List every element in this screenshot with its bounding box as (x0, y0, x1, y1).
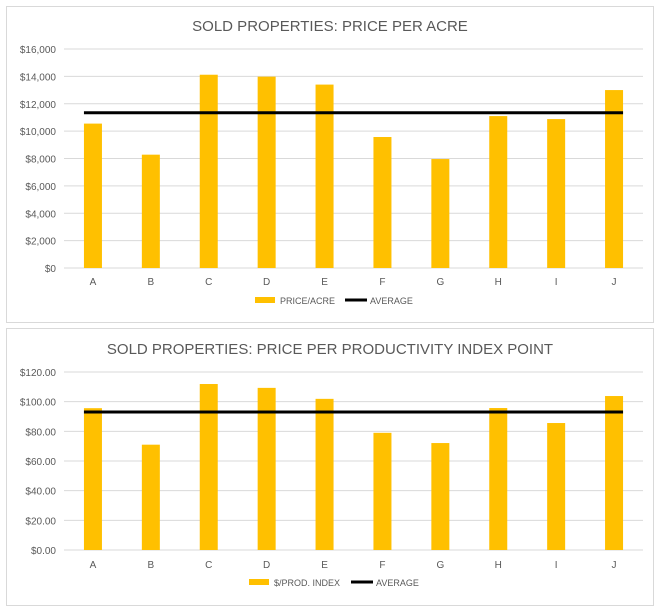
y-tick-label: $14,000 (20, 72, 57, 83)
bar-I (547, 119, 566, 268)
x-tick-label: G (436, 277, 444, 288)
bar-B (141, 154, 160, 268)
y-tick-label: $4,000 (25, 209, 56, 220)
chart-title: SOLD PROPERTIES: PRICE PER PRODUCTIVITY … (107, 341, 553, 358)
x-tick-label: E (321, 560, 328, 571)
y-tick-label: $6,000 (25, 182, 56, 193)
bar-F (373, 432, 392, 550)
x-tick-label: E (321, 277, 328, 288)
x-tick-label: G (436, 560, 444, 571)
x-tick-label: C (205, 277, 212, 288)
x-tick-label: A (90, 277, 97, 288)
bar-F (373, 137, 392, 268)
x-tick-label: F (379, 560, 385, 571)
legend-bar-swatch (255, 297, 275, 303)
x-tick-label: B (148, 560, 155, 571)
x-tick-label: C (205, 560, 212, 571)
legend-bar-label: PRICE/ACRE (280, 296, 335, 306)
bar-E (315, 84, 334, 269)
y-tick-label: $60.00 (25, 457, 56, 468)
bar-B (141, 444, 160, 550)
bar-E (315, 398, 334, 550)
chart-title: SOLD PROPERTIES: PRICE PER ACRE (192, 18, 468, 35)
y-tick-label: $40.00 (25, 487, 56, 498)
bar-C (199, 384, 218, 550)
x-tick-label: I (555, 277, 558, 288)
bar-I (547, 423, 566, 550)
x-tick-label: B (148, 277, 155, 288)
x-tick-label: A (90, 560, 97, 571)
bar-J (605, 396, 624, 550)
y-tick-label: $8,000 (25, 155, 56, 166)
y-tick-label: $100.00 (20, 398, 57, 409)
bar-C (199, 74, 218, 268)
bar-H (489, 408, 508, 550)
y-tick-label: $0.00 (31, 546, 56, 557)
bar-G (431, 159, 450, 268)
bar-J (605, 90, 624, 268)
legend-line-label: AVERAGE (376, 578, 419, 588)
price-per-acre-chart: SOLD PROPERTIES: PRICE PER ACRE $0 $2,000 $… (6, 6, 654, 323)
y-tick-label: $120.00 (20, 368, 57, 379)
x-tick-label: J (612, 560, 617, 571)
y-tick-label: $2,000 (25, 237, 56, 248)
bar-H (489, 116, 508, 268)
y-tick-label: $80.00 (25, 427, 56, 438)
bar-G (431, 443, 450, 550)
x-tick-label: D (263, 560, 270, 571)
x-tick-label: H (495, 560, 502, 571)
x-tick-label: H (495, 277, 502, 288)
bar-D (257, 76, 276, 269)
x-tick-label: I (555, 560, 558, 571)
bar-A (83, 123, 102, 268)
x-tick-label: J (612, 277, 617, 288)
price-per-productivity-index-chart: SOLD PROPERTIES: PRICE PER PRODUCTIVITY … (6, 328, 654, 606)
legend-bar-swatch (249, 579, 269, 585)
bar-D (257, 387, 276, 550)
legend-bar-label: $/PROD. INDEX (274, 578, 340, 588)
x-tick-label: F (379, 277, 385, 288)
y-tick-label: $16,000 (20, 45, 57, 56)
y-tick-label: $20.00 (25, 516, 56, 527)
bar-A (83, 408, 102, 550)
y-tick-label: $0 (45, 264, 57, 275)
legend-line-label: AVERAGE (370, 296, 413, 306)
x-tick-label: D (263, 277, 270, 288)
y-tick-label: $12,000 (20, 100, 57, 111)
y-tick-label: $10,000 (20, 127, 57, 138)
